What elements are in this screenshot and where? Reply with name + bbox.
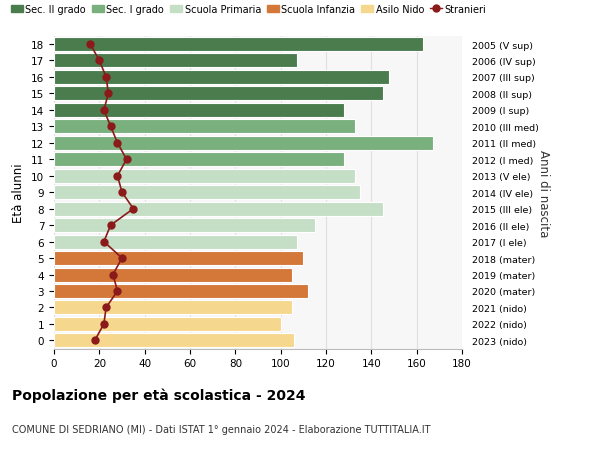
Bar [54,268,292,282]
Bar [54,54,296,68]
Bar [54,153,344,167]
Bar [54,317,281,331]
Bar [54,120,355,134]
Legend: Sec. II grado, Sec. I grado, Scuola Primaria, Scuola Infanzia, Asilo Nido, Stran: Sec. II grado, Sec. I grado, Scuola Prim… [11,5,487,15]
Bar [54,186,360,200]
Bar [54,235,296,249]
Bar [54,87,383,101]
Bar [54,301,292,315]
Text: Popolazione per età scolastica - 2024: Popolazione per età scolastica - 2024 [12,388,305,403]
Bar [54,252,304,265]
Bar [54,104,344,118]
Text: COMUNE DI SEDRIANO (MI) - Dati ISTAT 1° gennaio 2024 - Elaborazione TUTTITALIA.I: COMUNE DI SEDRIANO (MI) - Dati ISTAT 1° … [12,425,431,435]
Bar [54,285,308,298]
Bar [54,218,314,233]
Y-axis label: Età alunni: Età alunni [13,163,25,223]
Bar [54,136,433,151]
Bar [54,71,389,85]
Y-axis label: Anni di nascita: Anni di nascita [537,149,550,236]
Bar [54,334,294,347]
Bar [54,169,355,183]
Bar [54,202,383,216]
Bar [54,38,424,52]
